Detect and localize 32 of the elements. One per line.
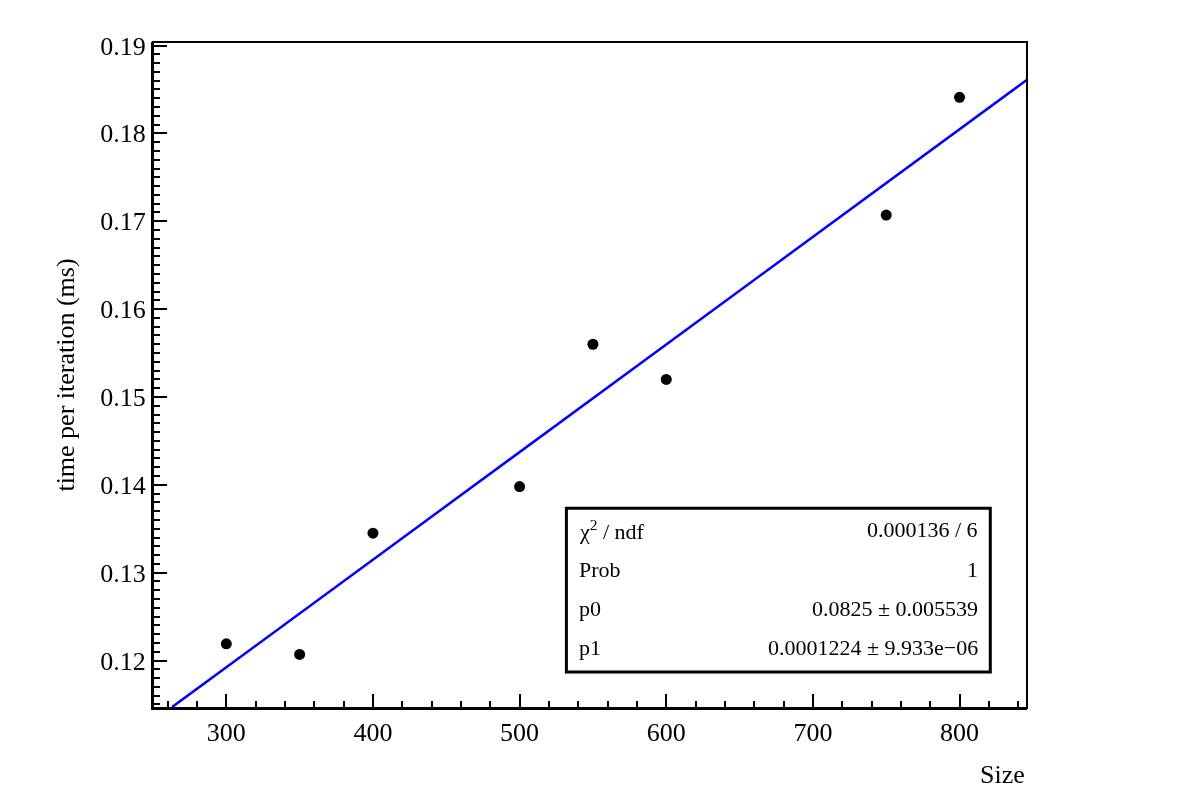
annotation: χ$^{2}$ / ndf <box>579 516 645 545</box>
y-axis-title: time per iteration (ms) <box>51 258 81 492</box>
y-tick-label: 0.18 <box>100 119 146 149</box>
point <box>954 91 966 103</box>
annotation: 0.0001224 ± 9.933e−06 <box>768 635 979 660</box>
point <box>294 648 306 660</box>
point <box>220 638 232 650</box>
x-tick-label: 800 <box>940 718 980 748</box>
annotation: p1 <box>579 635 601 660</box>
y-tick-label: 0.19 <box>100 31 146 61</box>
x-axis-title: Size <box>980 760 1025 789</box>
y-tick-label: 0.12 <box>100 646 146 676</box>
point <box>660 373 672 385</box>
annotation: 0.000136 / 6 <box>867 517 978 542</box>
point <box>880 209 892 221</box>
x-tick-label: 700 <box>793 718 833 748</box>
y-tick-label: 0.13 <box>100 558 146 588</box>
x-tick-label: 300 <box>206 718 246 748</box>
y-tick-label: 0.14 <box>100 470 146 500</box>
x-tick-label: 500 <box>500 718 540 748</box>
point <box>587 338 599 350</box>
y-tick-label: 0.15 <box>100 383 146 413</box>
annotation: 0.0825 ± 0.005539 <box>812 596 979 621</box>
x-tick-label: 600 <box>646 718 686 748</box>
point <box>514 481 526 493</box>
y-tick-label: 0.17 <box>100 207 146 237</box>
x-tick-label: 400 <box>353 718 393 748</box>
annotation: Prob <box>579 557 621 582</box>
annotation: p0 <box>579 596 601 621</box>
annotation: 1 <box>967 557 978 582</box>
y-tick-label: 0.16 <box>100 295 146 325</box>
point <box>367 527 379 539</box>
